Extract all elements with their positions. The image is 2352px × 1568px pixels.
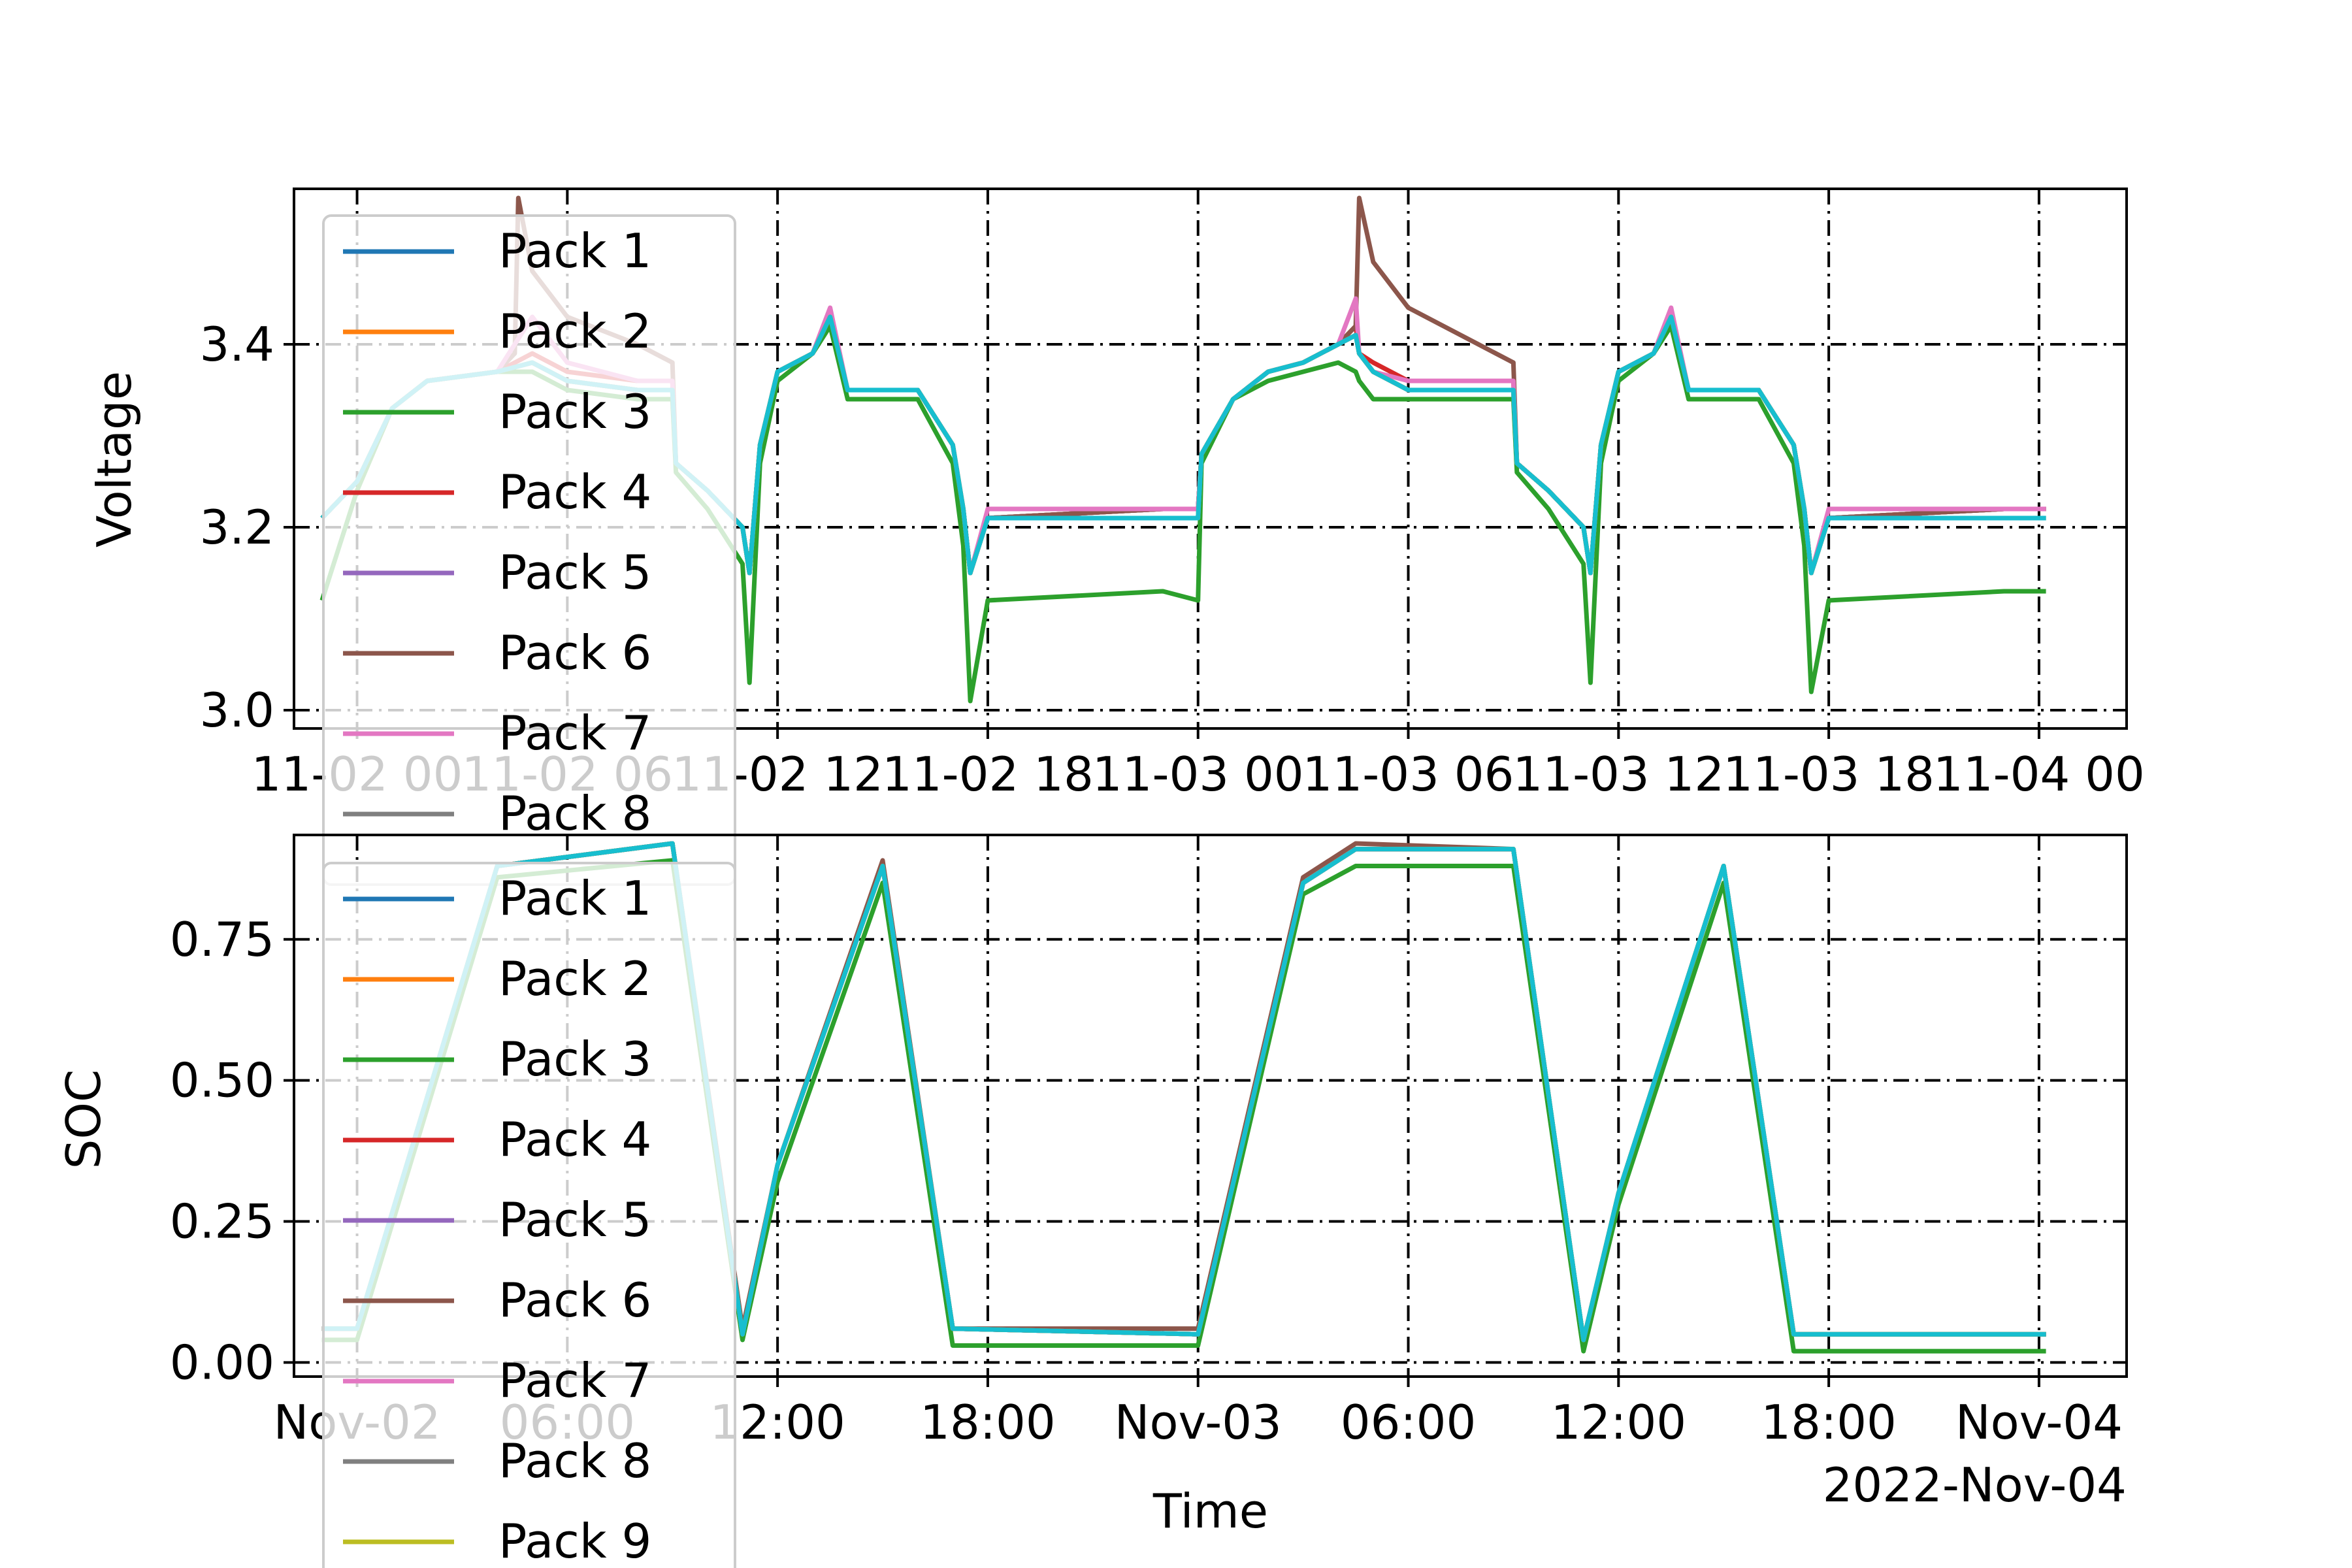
legend-label: Pack 5 <box>498 545 651 600</box>
legend-label: Pack 7 <box>498 706 651 760</box>
x-tick-label: 06:00 <box>1341 1395 1477 1450</box>
x-tick-label: 11-03 06 <box>1303 747 1514 802</box>
y-tick-label: 0.50 <box>170 1053 274 1108</box>
legend-label: Pack 6 <box>498 625 651 680</box>
y-tick-label: 0.75 <box>170 912 274 967</box>
legend-label: Pack 6 <box>498 1273 651 1328</box>
x-tick-label: 12:00 <box>1551 1395 1687 1450</box>
legend-label: Pack 3 <box>498 384 651 439</box>
y-tick-label: 0.00 <box>170 1335 274 1390</box>
x-tick-label: 11-03 00 <box>1092 747 1304 802</box>
y-tick-label: 0.25 <box>170 1194 274 1249</box>
axes-frame <box>293 188 2128 730</box>
legend-label: Pack 4 <box>498 1112 651 1167</box>
y-tick-label: 3.4 <box>199 317 274 372</box>
legend: Pack 1 Pack 2 Pack 3 Pack 4 Pack 5 Pack 6 Pack… <box>322 214 736 886</box>
legend: Pack 1 Pack 2 Pack 3 Pack 4 Pack 5 Pack 6 Pack… <box>322 862 736 1568</box>
legend-label: Pack 2 <box>498 304 651 359</box>
time-axis-label: Time <box>1152 1484 1268 1539</box>
voltage-axis-label: Voltage <box>87 371 142 547</box>
soc-plot: Nov-0206:0012:0018:00Nov-0306:0012:0018:… <box>56 834 2128 1568</box>
x-tick-label: Nov-03 <box>1115 1395 1282 1450</box>
legend-label: Pack 8 <box>498 786 651 841</box>
x-tick-label: 11-03 12 <box>1512 747 1724 802</box>
legend-label: Pack 2 <box>498 951 651 1006</box>
x-tick-label: 18:00 <box>1761 1395 1897 1450</box>
soc-axis-label: SOC <box>56 1070 111 1169</box>
series-line-10 <box>321 841 2046 1343</box>
y-tick-label: 3.2 <box>199 500 274 555</box>
x-tick-label: 11-03 18 <box>1723 747 1935 802</box>
y-tick-label: 3.0 <box>199 683 274 738</box>
date-offset-label: 2022-Nov-04 <box>1823 1458 2127 1512</box>
legend-label: Pack 1 <box>498 871 651 926</box>
legend-box <box>322 862 736 1568</box>
legend-label: Pack 5 <box>498 1192 651 1247</box>
legend-label: Pack 3 <box>498 1032 651 1086</box>
legend-label: Pack 8 <box>498 1433 651 1488</box>
x-tick-label: 18:00 <box>920 1395 1056 1450</box>
x-tick-label: Nov-04 <box>1955 1395 2123 1450</box>
axes-frame <box>293 834 2128 1378</box>
legend-label: Pack 9 <box>498 1514 651 1568</box>
legend-label: Pack 7 <box>498 1353 651 1408</box>
legend-label: Pack 1 <box>498 223 651 278</box>
x-tick-label: 11-02 18 <box>882 747 1094 802</box>
legend-label: Pack 4 <box>498 465 651 519</box>
x-tick-label: 11-04 00 <box>1933 747 2145 802</box>
